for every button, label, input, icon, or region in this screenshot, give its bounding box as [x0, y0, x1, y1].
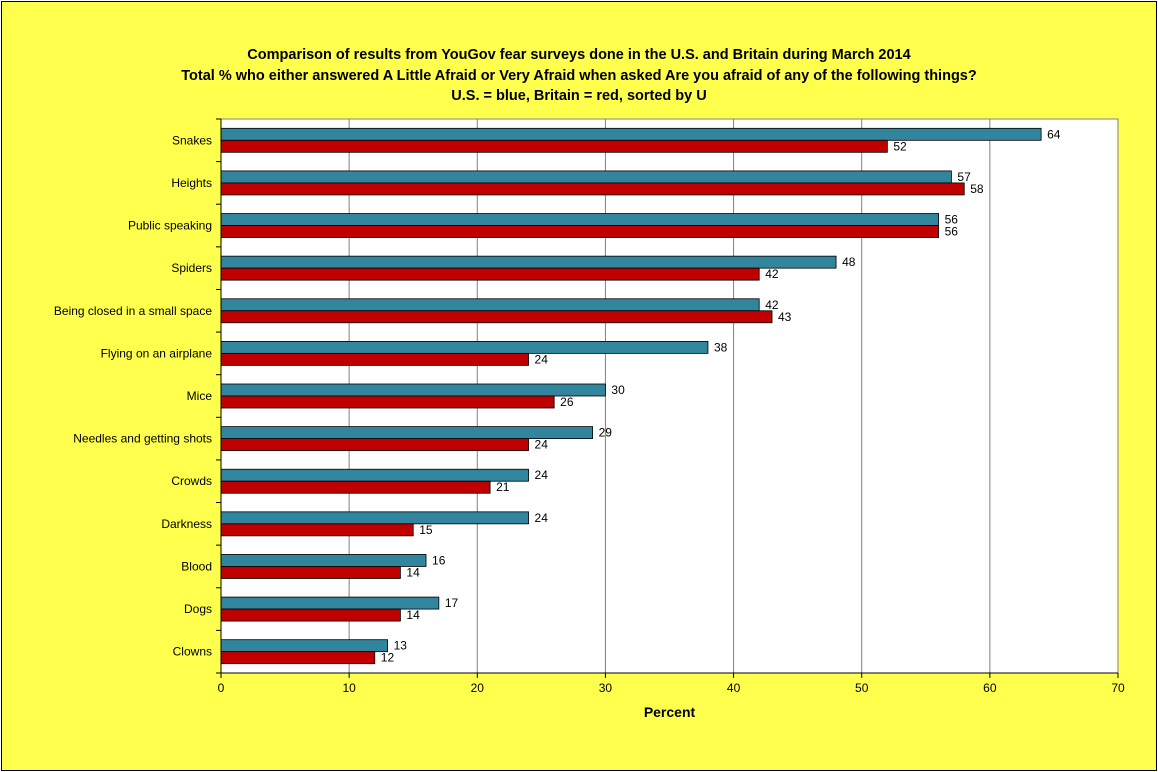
data-label: 13: [394, 639, 408, 653]
britain-bar: [220, 438, 529, 452]
category-label: Blood: [181, 559, 212, 573]
data-label: 38: [714, 340, 728, 354]
x-tick-label: 10: [342, 681, 356, 695]
category-label: Snakes: [172, 133, 212, 147]
category-label: Public speaking: [128, 219, 212, 233]
us-bar: [220, 255, 837, 269]
category-label: Darkness: [161, 517, 212, 531]
data-label: 42: [765, 298, 779, 312]
category-label: Crowds: [171, 474, 212, 488]
britain-bar: [220, 608, 401, 622]
category-label: Needles and getting shots: [73, 432, 212, 446]
britain-bar: [220, 395, 555, 409]
britain-bar: [220, 225, 939, 238]
data-label: 21: [496, 480, 510, 494]
category-label: Mice: [187, 389, 213, 403]
x-tick-label: 70: [1111, 681, 1125, 695]
category-label: Dogs: [184, 602, 212, 616]
x-tick-label: 40: [727, 681, 741, 695]
category-label: Heights: [171, 176, 212, 190]
data-label: 24: [535, 468, 549, 482]
data-label: 48: [842, 255, 856, 269]
britain-bar: [220, 267, 760, 281]
data-label: 17: [445, 596, 459, 610]
data-label: 56: [945, 225, 959, 239]
category-label: Clowns: [173, 645, 212, 659]
data-label: 52: [893, 139, 907, 153]
data-label: 29: [599, 426, 613, 440]
britain-bar: [220, 139, 888, 153]
x-tick-label: 30: [599, 681, 613, 695]
x-tick-label: 60: [983, 681, 997, 695]
britain-bar: [220, 566, 401, 579]
data-label: 16: [432, 553, 446, 567]
us-bar: [220, 511, 529, 525]
category-label: Being closed in a small space: [54, 304, 212, 318]
data-label: 24: [535, 352, 549, 366]
x-tick-label: 50: [855, 681, 869, 695]
us-bar: [220, 639, 388, 653]
us-bar: [220, 298, 760, 312]
category-label: Spiders: [171, 261, 212, 275]
us-bar: [220, 554, 427, 567]
data-label: 15: [419, 523, 433, 537]
us-bar: [220, 340, 709, 354]
x-tick-label: 20: [471, 681, 485, 695]
data-label: 14: [406, 608, 420, 622]
britain-bar: [220, 182, 965, 196]
britain-bar: [220, 310, 773, 324]
chart-title-line-3: U.S. = blue, Britain = red, sorted by U: [451, 88, 707, 104]
category-label: Flying on an airplane: [101, 346, 213, 360]
britain-bar: [220, 651, 376, 665]
us-bar: [220, 170, 952, 184]
us-bar: [220, 213, 939, 226]
chart-title-line-2: Total % who either answered A Little Afr…: [181, 68, 977, 84]
data-label: 56: [945, 213, 959, 227]
us-bar: [220, 468, 529, 482]
data-label: 24: [535, 511, 549, 525]
us-bar: [220, 127, 1042, 141]
data-label: 58: [970, 182, 984, 196]
x-axis-title: Percent: [644, 704, 696, 720]
us-bar: [220, 383, 606, 397]
data-label: 30: [611, 383, 625, 397]
chart-title-line-1: Comparison of results from YouGov fear s…: [247, 47, 911, 63]
x-tick-label: 0: [218, 681, 225, 695]
data-label: 42: [765, 267, 779, 281]
britain-bar: [220, 480, 491, 494]
data-label: 64: [1047, 127, 1061, 141]
data-label: 26: [560, 395, 574, 409]
britain-bar: [220, 523, 414, 537]
data-label: 24: [535, 438, 549, 452]
data-label: 57: [957, 170, 971, 184]
data-label: 12: [381, 651, 395, 665]
britain-bar: [220, 352, 529, 366]
data-label: 14: [406, 565, 420, 579]
data-label: 43: [778, 310, 792, 324]
